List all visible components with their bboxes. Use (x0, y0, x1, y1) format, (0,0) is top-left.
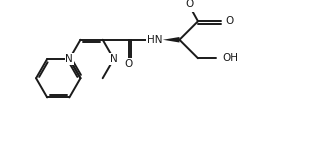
Text: OH: OH (222, 53, 238, 63)
Text: O: O (186, 0, 194, 9)
Text: HN: HN (147, 35, 162, 45)
Text: O: O (125, 59, 133, 69)
Text: N: N (65, 54, 73, 64)
Polygon shape (163, 37, 179, 42)
Text: O: O (226, 16, 234, 26)
Text: N: N (110, 54, 118, 64)
